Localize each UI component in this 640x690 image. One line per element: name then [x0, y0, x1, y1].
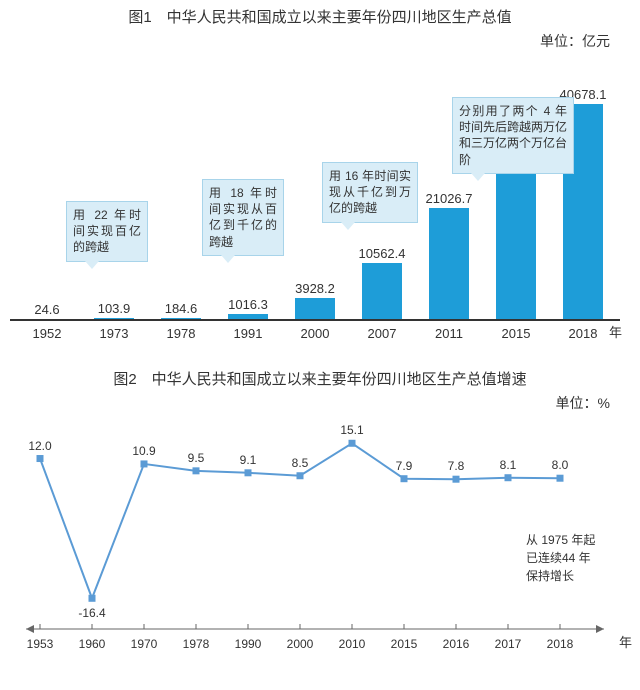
chart1-gdp-bar: 图1 中华人民共和国成立以来主要年份四川地区生产总值 单位：亿元 24.6 103… [0, 0, 640, 360]
x-tick: 2010 [332, 637, 372, 651]
bar-rect [295, 298, 335, 319]
bar-value-label: 21026.7 [426, 191, 473, 206]
x-tick: 1973 [85, 326, 143, 341]
x-tick: 2018 [540, 637, 580, 651]
bar-2011: 21026.7 [420, 191, 478, 319]
point-label: 10.9 [132, 444, 155, 458]
chart2-x-axis-label: 年 [619, 632, 632, 651]
x-tick: 1970 [124, 637, 164, 651]
point-label: 8.1 [500, 458, 517, 472]
bar-2000: 3928.2 [286, 281, 344, 319]
point-label: 8.5 [292, 456, 309, 470]
chart1-unit: 单位：亿元 [0, 31, 640, 51]
callout-3: 分别用了两个 4 年时间先后跨越两万亿和三万亿两个万亿台阶 [452, 97, 574, 174]
x-tick: 2000 [280, 637, 320, 651]
x-tick: 2017 [488, 637, 528, 651]
chart1-x-ticks: 1952 1973 1978 1991 2000 2007 2011 2015 2018 [10, 326, 620, 341]
bar-value-label: 24.6 [34, 302, 59, 317]
x-tick: 2016 [436, 637, 476, 651]
bar-value-label: 3928.2 [295, 281, 335, 296]
point-label: 7.9 [396, 459, 413, 473]
x-tick: 1952 [18, 326, 76, 341]
point-label: 15.1 [340, 423, 363, 437]
chart2-note: 从 1975 年起已连续44 年保持增长 [526, 531, 602, 585]
point-label: 9.1 [240, 453, 257, 467]
x-tick: 1960 [72, 637, 112, 651]
bar-2007: 10562.4 [353, 246, 411, 319]
x-tick: 1953 [20, 637, 60, 651]
chart2-x-ticks: 1953 1960 1970 1978 1990 2000 2010 2015 2016 2017… [20, 637, 620, 651]
bar-value-label: 103.9 [98, 301, 131, 316]
bar-value-label: 184.6 [165, 301, 198, 316]
bar-1991: 1016.3 [219, 297, 277, 319]
x-tick: 1978 [152, 326, 210, 341]
bar-value-label: 10562.4 [359, 246, 406, 261]
chart2-unit: 单位：% [0, 393, 640, 413]
chart2-title: 图2 中华人民共和国成立以来主要年份四川地区生产总值增速 [0, 360, 640, 389]
x-tick: 1990 [228, 637, 268, 651]
x-tick: 2011 [420, 326, 478, 341]
x-tick: 2015 [487, 326, 545, 341]
x-tick: 2018 [554, 326, 612, 341]
point-label: 9.5 [188, 451, 205, 465]
point-label: 8.0 [552, 458, 569, 472]
callout-0: 用 22 年时间实现百亿的跨越 [66, 201, 148, 262]
chart1-plot-area: 24.6 103.9 184.6 1016.3 3928.2 10562.4 21026.7… [10, 61, 620, 341]
point-label: 7.8 [448, 459, 465, 473]
bar-rect [496, 160, 536, 319]
bar-1978: 184.6 [152, 301, 210, 319]
callout-2: 用 16 年时间实现从千亿到万亿的跨越 [322, 162, 418, 223]
x-tick: 2015 [384, 637, 424, 651]
x-tick: 1991 [219, 326, 277, 341]
x-tick: 2000 [286, 326, 344, 341]
bar-1973: 103.9 [85, 301, 143, 319]
bar-rect [429, 208, 469, 319]
x-tick: 2007 [353, 326, 411, 341]
point-label: 12.0 [28, 439, 51, 453]
chart1-x-axis-label: 年 [609, 322, 622, 341]
point-label: -16.4 [78, 606, 105, 620]
bar-rect [362, 263, 402, 319]
x-tick: 1978 [176, 637, 216, 651]
bar-value-label: 1016.3 [228, 297, 268, 312]
chart2-plot-area: 12.0 -16.4 10.9 9.5 9.1 8.5 15.1 7.9 7.8 8.1 8.0 1… [20, 421, 620, 651]
chart2-growth-line: 图2 中华人民共和国成立以来主要年份四川地区生产总值增速 单位：% 12.0 -1… [0, 360, 640, 680]
bar-1952: 24.6 [18, 302, 76, 320]
chart1-x-axis [10, 319, 620, 321]
callout-1: 用 18 年时间实现从百亿到千亿的跨越 [202, 179, 284, 256]
chart1-title: 图1 中华人民共和国成立以来主要年份四川地区生产总值 [0, 0, 640, 27]
